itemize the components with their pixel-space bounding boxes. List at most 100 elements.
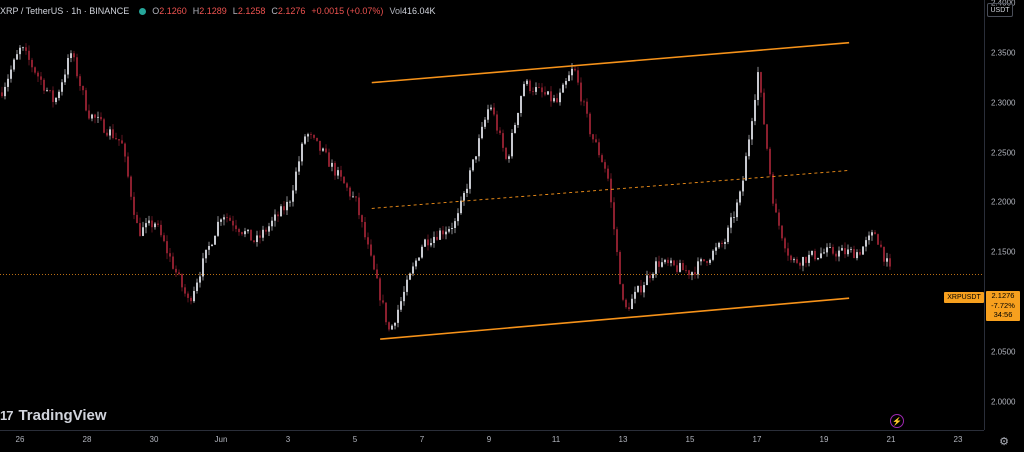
candle-body (376, 269, 378, 279)
candle-body (265, 229, 267, 232)
candle-body (433, 236, 435, 244)
candle-body (502, 133, 504, 148)
candle-body (712, 250, 714, 260)
candle-body (283, 206, 285, 211)
channel-top-line[interactable] (371, 41, 850, 84)
candle-body (613, 202, 615, 230)
candle-body (388, 322, 390, 330)
candle-body (127, 156, 129, 177)
candle-body (709, 259, 711, 263)
symbol-price-tag: XRPUSDT (944, 292, 984, 303)
candle-body (142, 227, 144, 236)
candle-body (700, 259, 702, 262)
candle-body (664, 259, 666, 263)
candle-body (463, 193, 465, 201)
candle-body (151, 220, 153, 228)
candle-body (82, 86, 84, 91)
candle-body (397, 309, 399, 323)
candle-body (13, 59, 15, 70)
candle-body (223, 217, 225, 220)
candle-body (244, 231, 246, 235)
tradingview-logo[interactable]: 17 TradingView (0, 407, 107, 424)
candle-body (523, 84, 525, 97)
candle-body (316, 137, 318, 141)
chart-svg[interactable] (0, 0, 984, 430)
candle-body (658, 261, 660, 267)
candle-body (718, 242, 720, 248)
candle-body (550, 91, 552, 102)
settings-gear-icon[interactable]: ⚙ (999, 435, 1009, 448)
candle-body (667, 259, 669, 264)
candle-body (238, 229, 240, 233)
lightning-icon[interactable]: ⚡ (890, 414, 904, 428)
candle-body (112, 129, 114, 139)
candle-body (532, 91, 534, 92)
candle-body (820, 253, 822, 258)
candle-body (343, 176, 345, 184)
candle-body (79, 76, 81, 87)
candle-body (682, 263, 684, 271)
candle-body (556, 98, 558, 103)
time-tick-label: 19 (819, 435, 829, 444)
candle-body (337, 170, 339, 176)
candle-body (610, 178, 612, 203)
candle-body (334, 162, 336, 176)
candle-body (793, 259, 795, 261)
price-tick-label: 2.3500 (991, 48, 1016, 58)
legend-vol-label: Vol (389, 6, 402, 16)
candle-body (358, 197, 360, 216)
legend-low-label: L (232, 6, 238, 16)
channel-bottom-line[interactable] (380, 297, 850, 340)
candle-body (217, 221, 219, 236)
candle-body (457, 213, 459, 222)
candle-body (367, 237, 369, 245)
candle-body (541, 87, 543, 93)
candle-body (475, 156, 477, 160)
candle-body (781, 225, 783, 239)
legend-symbol[interactable]: XRP / TetherUS · 1h · BINANCE (0, 6, 130, 16)
candle-body (103, 119, 105, 133)
candle-body (583, 101, 585, 103)
candle-body (625, 299, 627, 308)
candle-body (481, 126, 483, 139)
candle-body (691, 272, 693, 276)
candle-body (262, 229, 264, 238)
currency-button[interactable]: USDT (987, 3, 1013, 17)
candle-body (661, 262, 663, 267)
candles-layer (1, 43, 891, 332)
candle-body (745, 156, 747, 181)
price-axis[interactable]: 2.45002.40002.35002.30002.25002.20002.15… (984, 0, 1024, 430)
candle-body (361, 215, 363, 222)
candle-body (802, 256, 804, 266)
candle-body (379, 278, 381, 301)
candle-body (349, 187, 351, 197)
candle-body (454, 221, 456, 228)
channel-mid-line[interactable] (371, 170, 850, 209)
candle-body (814, 250, 816, 260)
candle-body (748, 139, 750, 157)
candle-body (187, 293, 189, 298)
candle-body (370, 244, 372, 256)
candle-body (442, 230, 444, 235)
candle-body (226, 217, 228, 219)
price-tick-label: 2.3000 (991, 98, 1016, 108)
candle-body (16, 54, 18, 60)
time-tick-label: 21 (886, 435, 896, 444)
candle-body (865, 240, 867, 247)
candle-body (607, 168, 609, 179)
candle-body (280, 206, 282, 217)
time-tick-label: 3 (285, 435, 291, 444)
candle-body (706, 261, 708, 263)
legend-open: 2.1260 (159, 6, 187, 16)
time-tick-label: 7 (419, 435, 425, 444)
candle-body (622, 284, 624, 300)
candle-body (841, 248, 843, 251)
candle-body (28, 50, 30, 60)
candle-body (880, 244, 882, 247)
candle-body (439, 230, 441, 240)
candle-body (301, 143, 303, 162)
time-axis[interactable]: 26 28 30 Jun 3 5 7 9 11 13 15 17 19 21 23 (0, 430, 984, 452)
candle-body (703, 259, 705, 262)
